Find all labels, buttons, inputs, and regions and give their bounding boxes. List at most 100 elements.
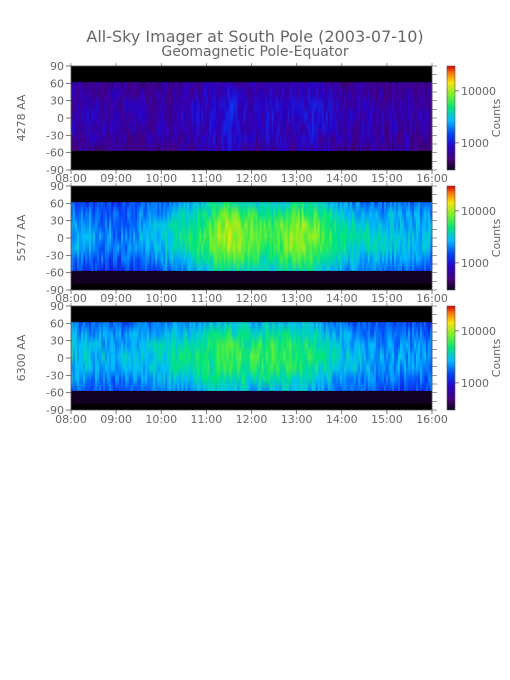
heatmap-cell: [161, 82, 164, 151]
heatmap-cell: [73, 322, 76, 391]
heatmap-cell: [143, 202, 146, 271]
heatmap-cell: [85, 82, 88, 151]
heatmap-cell: [355, 322, 359, 391]
heatmap-cell: [283, 82, 286, 151]
heatmap-cell: [289, 322, 293, 391]
heatmap-cell: [103, 82, 106, 151]
heatmap-cell: [167, 82, 170, 151]
y-tick-label: 30: [50, 215, 64, 228]
heatmap-cell: [171, 202, 174, 271]
heatmap-cell: [199, 202, 202, 271]
heatmap-cell: [417, 322, 421, 391]
heatmap-cell: [245, 322, 248, 391]
heatmap-cell: [105, 322, 108, 391]
heatmap-cell: [185, 322, 188, 391]
colorbar: [446, 305, 456, 411]
heatmap-cell: [277, 82, 280, 151]
heatmap-cell: [427, 322, 431, 391]
heatmap-cell: [327, 82, 331, 151]
heatmap-cell: [233, 322, 236, 391]
heatmap-cell: [353, 322, 357, 391]
heatmap-cell: [391, 322, 395, 391]
heatmap-cell: [249, 202, 252, 271]
heatmap-cell: [203, 82, 206, 151]
heatmap-cell: [187, 322, 190, 391]
heatmap-cell: [229, 82, 232, 151]
x-tick-label: 14:00: [326, 413, 358, 426]
heatmap-cell: [295, 82, 299, 151]
y-axis-label: 6300 AA: [15, 334, 28, 381]
heatmap-cell: [261, 322, 264, 391]
heatmap-cell: [165, 202, 168, 271]
heatmap-cell: [105, 202, 108, 271]
heatmap-cell: [309, 202, 313, 271]
heatmap-cell: [191, 82, 194, 151]
heatmap-cell: [151, 202, 154, 271]
heatmap-cell: [299, 82, 303, 151]
heatmap-cell: [285, 322, 288, 391]
heatmap-cell: [197, 202, 200, 271]
heatmap-cell: [361, 322, 365, 391]
heatmap-cell: [423, 82, 427, 151]
heatmap-cell: [191, 322, 194, 391]
heatmap-cell: [349, 322, 353, 391]
heatmap-cell: [403, 202, 407, 271]
heatmap-cell: [347, 322, 351, 391]
heatmap-cell: [109, 322, 112, 391]
heatmap-cell: [333, 202, 337, 271]
heatmap-cell: [351, 322, 355, 391]
y-tick-label: -90: [46, 284, 64, 297]
heatmap-cell: [249, 322, 252, 391]
heatmap-cell: [415, 82, 419, 151]
heatmap-cell: [373, 322, 377, 391]
x-tick-label: 10:00: [145, 413, 177, 426]
heatmap-cell: [287, 82, 291, 151]
heatmap-cell: [327, 202, 331, 271]
heatmap-cell: [183, 82, 186, 151]
heatmap-cell: [303, 322, 307, 391]
heatmap-cell: [177, 202, 180, 271]
heatmap-cell: [317, 322, 321, 391]
heatmap-cell: [281, 82, 284, 151]
heatmap-cell: [293, 82, 297, 151]
heatmap-cell: [197, 82, 200, 151]
heatmap-cell: [209, 82, 212, 151]
heatmap-cell: [309, 82, 313, 151]
x-tick-label: 09:00: [100, 413, 132, 426]
heatmap-cell: [205, 322, 208, 391]
heatmap-cell: [251, 82, 254, 151]
heatmap-cell: [357, 202, 361, 271]
heatmap-cell: [389, 202, 393, 271]
heatmap-cell: [91, 322, 94, 391]
heatmap-cell: [345, 82, 349, 151]
heatmap-cell: [419, 202, 423, 271]
y-tick-label: -60: [46, 147, 64, 160]
heatmap-cell: [165, 82, 168, 151]
heatmap-cell: [377, 322, 381, 391]
heatmap-cell: [141, 322, 144, 391]
heatmap-cell: [89, 202, 92, 271]
heatmap-cell: [231, 322, 234, 391]
heatmap-cell: [387, 202, 391, 271]
y-tick-label: 60: [50, 317, 64, 330]
figure-title: All-Sky Imager at South Pole (2003-07-10…: [86, 27, 423, 46]
heatmap-cell: [139, 202, 142, 271]
x-tick-label: 15:00: [371, 292, 403, 305]
heatmap-cell: [409, 322, 413, 391]
heatmap-cell: [177, 322, 180, 391]
heatmap-cell: [223, 82, 226, 151]
heatmap-cell: [209, 202, 212, 271]
heatmap-cell: [219, 322, 222, 391]
heatmap-cell: [83, 82, 86, 151]
heatmap-cell: [239, 202, 242, 271]
heatmap-cell: [343, 202, 347, 271]
heatmap-cell: [369, 322, 373, 391]
heatmap-cell: [213, 202, 216, 271]
heatmap-cell: [237, 322, 240, 391]
x-tick-label: 08:00: [55, 292, 87, 305]
heatmap-cell: [321, 82, 325, 151]
heatmap-cell: [305, 82, 309, 151]
heatmap-cell: [163, 202, 166, 271]
heatmap-cell: [227, 82, 230, 151]
